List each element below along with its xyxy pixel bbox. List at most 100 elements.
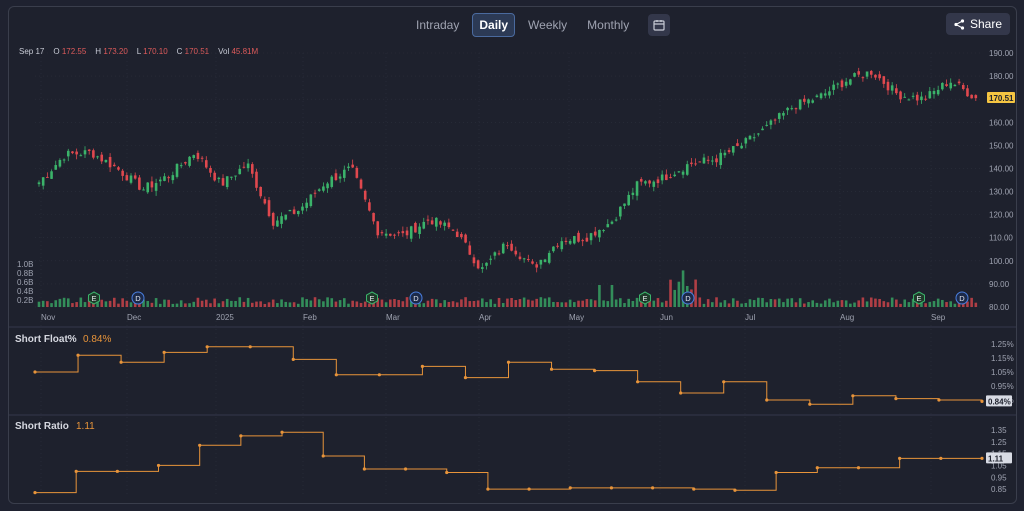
volume-bar	[204, 299, 208, 307]
volume-bar	[627, 298, 630, 307]
volume-bar	[652, 300, 656, 307]
price-tick-label: 150.00	[989, 141, 1014, 150]
volume-bar	[104, 301, 108, 307]
candle-body	[694, 163, 697, 165]
event-marker-label: D	[959, 294, 965, 303]
volume-bar	[476, 300, 480, 307]
candle-body	[660, 174, 664, 181]
candle-body	[744, 138, 748, 144]
volume-bar	[949, 301, 953, 307]
volume-bar	[635, 297, 639, 307]
candle-body	[58, 159, 62, 167]
volume-bar	[322, 301, 325, 307]
event-marker-label: E	[642, 294, 647, 303]
share-button[interactable]: Share	[945, 13, 1010, 35]
step-point	[321, 454, 325, 458]
volume-bar	[305, 299, 308, 307]
panel-tick-label: 1.25%	[991, 340, 1014, 349]
short-ratio-value: 1.11	[76, 421, 95, 432]
candle-body	[828, 91, 831, 96]
volume-bar	[435, 299, 438, 307]
volume-bar	[121, 298, 124, 307]
volume-bar	[623, 303, 626, 307]
step-point	[248, 345, 252, 349]
candle-body	[531, 261, 534, 264]
candle-body	[794, 108, 798, 110]
candle-body	[225, 176, 229, 188]
candle-body	[535, 264, 538, 268]
volume-bar	[589, 299, 593, 307]
candle-body	[133, 175, 137, 179]
candle-body	[384, 233, 388, 236]
candle-body	[334, 173, 338, 181]
step-point	[722, 380, 726, 384]
volume-bar	[213, 298, 216, 307]
candle-body	[761, 128, 764, 131]
candle-body	[330, 176, 334, 187]
high-label: H	[95, 47, 102, 56]
candle-body	[79, 155, 83, 157]
candle-body	[853, 73, 856, 77]
step-point	[334, 373, 338, 377]
volume-bar	[585, 299, 589, 307]
tab-monthly[interactable]: Monthly	[587, 18, 630, 32]
volume-bar	[71, 303, 74, 307]
candle-body	[422, 221, 426, 229]
volume-bar	[702, 303, 706, 307]
time-tick-label: Jul	[745, 313, 755, 322]
volume-bar	[217, 303, 221, 307]
candle-body	[108, 157, 112, 168]
price-tick-label: 190.00	[989, 49, 1014, 58]
short-ratio-tag	[986, 452, 1012, 464]
volume-bar	[242, 301, 246, 307]
candle-body	[899, 91, 902, 100]
candle-body	[435, 217, 438, 227]
volume-bar	[397, 299, 400, 307]
tab-daily[interactable]: Daily	[472, 13, 516, 37]
candle-body	[83, 150, 87, 155]
volume-bar	[577, 300, 580, 307]
candle-body	[87, 149, 91, 152]
volume-bar	[347, 303, 350, 307]
volume-bar	[765, 302, 769, 307]
open-value: 172.55	[61, 47, 87, 56]
volume-bar	[560, 302, 564, 307]
volume-bar	[267, 302, 271, 307]
candle-body	[953, 84, 957, 87]
step-point	[463, 376, 468, 380]
tab-intraday[interactable]: Intraday	[416, 18, 460, 32]
candle-body	[677, 171, 681, 173]
candle-body	[276, 220, 279, 227]
volume-bar	[175, 303, 179, 307]
close-label: C	[176, 47, 183, 56]
candle-body	[414, 222, 417, 233]
candle-body	[313, 192, 317, 194]
event-marker-label: E	[369, 294, 374, 303]
dividend-marker-icon	[409, 291, 423, 305]
candle-body	[100, 154, 104, 162]
price-chart[interactable]: 190.00180.00170.00160.00150.00140.00130.…	[9, 7, 1016, 503]
candle-body	[464, 234, 467, 243]
candle-body	[41, 177, 45, 186]
short-float-title: Short Float%	[15, 334, 77, 345]
candle-body	[949, 82, 953, 89]
tab-weekly[interactable]: Weekly	[528, 18, 568, 32]
candle-body	[363, 190, 367, 200]
step-point	[609, 486, 614, 490]
volume-bar	[493, 303, 497, 307]
candle-body	[451, 229, 455, 231]
volume-bar	[869, 297, 873, 307]
volume-tick-label: 0.8B	[17, 269, 33, 278]
candle-body	[631, 192, 635, 196]
calendar-button[interactable]	[648, 14, 671, 36]
candle-body	[397, 232, 400, 234]
volume-bar	[230, 300, 233, 307]
volume-bar	[706, 299, 710, 307]
volume-bar	[506, 298, 509, 307]
candle-body	[619, 206, 622, 217]
step-point	[280, 430, 284, 434]
price-tick-label: 180.00	[989, 72, 1014, 81]
candle-body	[673, 174, 676, 177]
candle-body	[175, 163, 179, 177]
volume-bar	[255, 301, 258, 307]
